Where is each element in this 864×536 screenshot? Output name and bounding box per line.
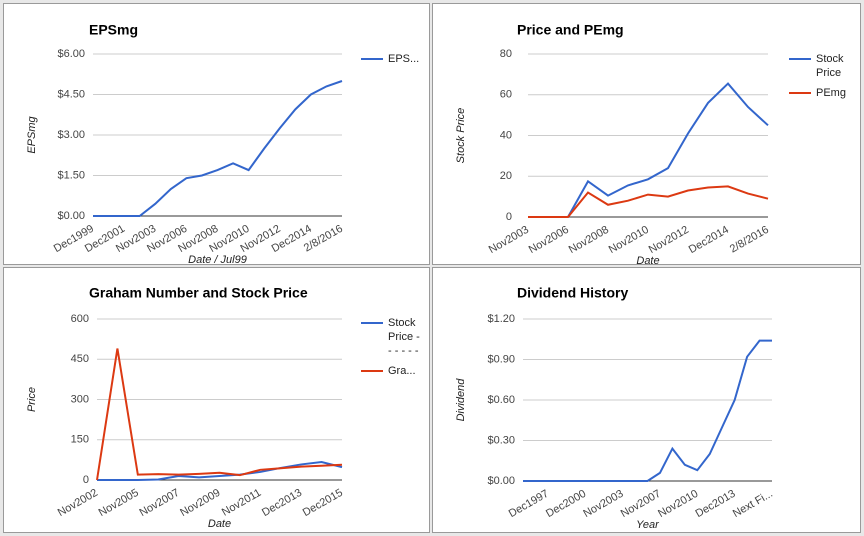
legend-label: Stock Price - - - - - - xyxy=(388,317,420,357)
x-axis-title: Date xyxy=(636,255,659,264)
chart: Price and PEmg020406080Nov2003Nov2006Nov… xyxy=(455,22,771,264)
x-tick-label: Nov2003 xyxy=(487,224,531,256)
series-line xyxy=(528,185,769,218)
y-tick-label: $0.30 xyxy=(487,434,515,446)
y-tick-label: $0.60 xyxy=(487,394,515,406)
x-tick-label: Dec2013 xyxy=(260,487,304,519)
x-tick-label: Dec1997 xyxy=(507,488,551,520)
x-tick-label: Dec2000 xyxy=(544,488,588,520)
y-axis-title: EPSmg xyxy=(26,115,38,153)
legend-item: Stock Price - - - - - - xyxy=(361,316,423,358)
chart-panel: Price and PEmg 0 20 40 60 80 Nov2003 Nov2006 Nov… xyxy=(432,3,861,265)
x-tick-label: Nov2011 xyxy=(220,487,263,519)
x-tick-label: Nov2007 xyxy=(619,488,663,520)
x-tick-label: Nov2007 xyxy=(137,487,181,519)
legend-label: PEmg xyxy=(816,87,846,99)
legend-item: Stock Price xyxy=(789,52,851,80)
y-tick-label: 0 xyxy=(83,474,89,486)
legend-label: Gra... xyxy=(388,365,416,377)
legend-item: PEmg xyxy=(789,86,851,100)
chart-panel: Graham Number and Stock Price 0 150 300 450 6… xyxy=(3,267,430,533)
y-tick-label: $1.50 xyxy=(57,169,85,181)
y-tick-label: 0 xyxy=(506,211,512,223)
legend-item: EPS... xyxy=(361,52,423,66)
legend-label: Stock Price xyxy=(816,53,844,79)
legend-label: EPS... xyxy=(388,53,420,65)
chart: Dividend History $0.00 $0.30 $0.60 $0.90 $1.2… xyxy=(455,285,775,531)
y-tick-label: 80 xyxy=(500,48,512,60)
series-line xyxy=(528,82,769,218)
x-axis-title: Date xyxy=(208,518,231,530)
y-axis-title: Price xyxy=(26,387,38,412)
y-tick-label: $0.00 xyxy=(57,210,85,222)
series-line xyxy=(93,80,343,217)
y-tick-label: 600 xyxy=(71,313,89,325)
x-tick-label: Nov2010 xyxy=(656,488,700,520)
y-tick-label: $1.20 xyxy=(487,313,515,325)
legend: Stock Price - - - - - - Gra... xyxy=(361,316,423,384)
chart-title: Price and PEmg xyxy=(517,22,624,38)
legend-swatch xyxy=(361,322,383,324)
legend-swatch xyxy=(789,58,811,60)
chart-panel: EPSmg $0.00 $1.50 $3.00 $4.50 $6.00 Dec1999 Dec… xyxy=(3,3,430,265)
x-tick-label: Nov2010 xyxy=(607,224,651,256)
y-tick-label: 300 xyxy=(71,393,89,405)
chart-title: EPSmg xyxy=(89,22,138,38)
x-tick-label: Dec2015 xyxy=(301,487,345,519)
series-line xyxy=(97,461,343,481)
x-tick-label: Dec2013 xyxy=(693,488,737,520)
series-line xyxy=(96,348,343,481)
chart: Graham Number and Stock Price 0 150 300 450 6… xyxy=(26,285,345,530)
x-tick-label: Nov2009 xyxy=(178,487,222,519)
x-tick-label: Nov2008 xyxy=(567,224,611,256)
y-tick-label: 40 xyxy=(500,129,512,141)
x-tick-label: 2/8/2016 xyxy=(728,224,771,256)
y-tick-label: 60 xyxy=(500,89,512,101)
y-axis-title: Stock Price xyxy=(455,108,467,164)
y-axis-title: Dividend xyxy=(455,378,467,422)
x-tick-label: Dec2014 xyxy=(687,224,731,256)
chart-title: Graham Number and Stock Price xyxy=(89,285,308,301)
y-tick-label: $0.90 xyxy=(487,353,515,365)
x-tick-label: Nov2012 xyxy=(647,224,691,256)
legend-swatch xyxy=(361,58,383,60)
x-tick-label: Nov2002 xyxy=(56,487,100,519)
x-tick-label: Next Fi... xyxy=(731,488,775,520)
chart: EPSmg$0.00$1.50$3.00$4.50$6.00Dec1999Dec… xyxy=(26,22,345,264)
x-tick-label: Nov2003 xyxy=(581,488,625,520)
legend-swatch xyxy=(789,92,811,94)
chart-panel: Dividend History $0.00 $0.30 $0.60 $0.90 $1.2… xyxy=(432,267,861,533)
y-tick-label: 20 xyxy=(500,170,512,182)
y-tick-label: $0.00 xyxy=(487,475,515,487)
y-tick-label: 450 xyxy=(71,353,89,365)
legend-item: Gra... xyxy=(361,364,423,378)
legend: Stock Price PEmg xyxy=(789,52,851,106)
y-tick-label: $3.00 xyxy=(57,129,85,141)
x-tick-label: Nov2006 xyxy=(527,224,571,256)
y-tick-label: 150 xyxy=(71,434,89,446)
chart-title: Dividend History xyxy=(517,285,628,301)
y-tick-label: $4.50 xyxy=(57,88,85,100)
x-axis-title: Date / Jul99 xyxy=(188,254,247,264)
series-line xyxy=(523,339,772,482)
legend: EPS... xyxy=(361,52,423,72)
legend-swatch xyxy=(361,370,383,372)
x-axis-title: Year xyxy=(636,519,660,531)
x-tick-label: Nov2005 xyxy=(97,487,141,519)
y-tick-label: $6.00 xyxy=(57,48,85,60)
